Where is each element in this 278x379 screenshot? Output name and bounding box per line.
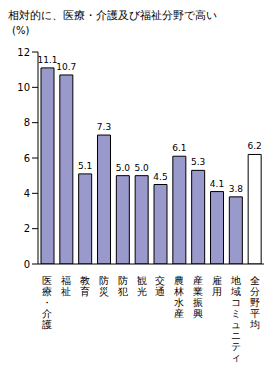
svg-text:10.7: 10.7 <box>56 62 76 72</box>
svg-text:5.0: 5.0 <box>135 163 150 173</box>
svg-text:産業振興: 産業振興 <box>193 275 203 319</box>
svg-text:地域コミュニティ: 地域コミュニティ <box>230 275 241 363</box>
svg-text:全分野平均: 全分野平均 <box>249 275 260 330</box>
svg-text:5.0: 5.0 <box>116 163 131 173</box>
svg-text:防犯: 防犯 <box>118 275 128 297</box>
svg-text:雇用: 雇用 <box>212 275 222 297</box>
svg-text:4.1: 4.1 <box>210 179 224 189</box>
svg-text:0: 0 <box>24 259 30 270</box>
svg-text:4: 4 <box>24 188 30 199</box>
svg-text:3.8: 3.8 <box>229 184 244 194</box>
svg-text:5.3: 5.3 <box>191 157 205 167</box>
html-text:相対的に、医療・介護及び福祉分野で高い: 相対的に、医療・介護及び福祉分野で高い <box>8 9 217 22</box>
svg-text:6: 6 <box>24 153 30 164</box>
svg-text:6.2: 6.2 <box>248 141 262 151</box>
svg-text:2: 2 <box>24 223 30 234</box>
svg-text:10: 10 <box>17 82 30 93</box>
svg-text:福祉: 福祉 <box>61 275 71 297</box>
svg-text:農林水産: 農林水産 <box>173 275 184 319</box>
svg-text:医療・介護: 医療・介護 <box>42 275 52 330</box>
svg-text:教育: 教育 <box>80 275 90 297</box>
svg-text:8: 8 <box>24 117 30 128</box>
svg-text:防災: 防災 <box>99 275 109 297</box>
svg-text:5.1: 5.1 <box>78 161 92 171</box>
svg-text:7.3: 7.3 <box>97 122 111 132</box>
svg-text:観光: 観光 <box>137 275 147 297</box>
svg-text:6.1: 6.1 <box>172 143 186 153</box>
svg-text:交通: 交通 <box>155 275 165 297</box>
svg-text:12: 12 <box>17 47 30 58</box>
svg-text:11.1: 11.1 <box>37 55 57 65</box>
svg-text:4.5: 4.5 <box>153 172 167 182</box>
